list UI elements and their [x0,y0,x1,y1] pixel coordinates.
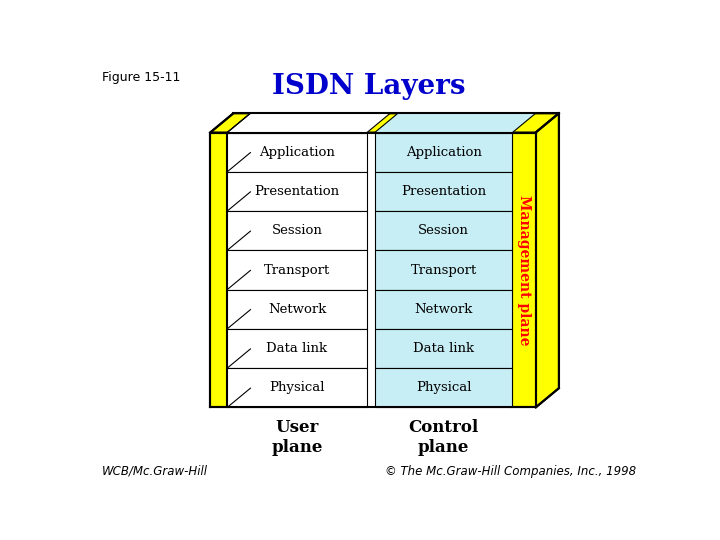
Text: Network: Network [414,303,473,316]
Polygon shape [228,113,390,132]
Polygon shape [228,309,251,368]
Text: ISDN Layers: ISDN Layers [272,73,466,100]
Bar [374,289,513,329]
Bar [228,368,367,408]
Text: Control
plane: Control plane [408,419,479,456]
Text: Session: Session [418,224,469,237]
Bar [210,132,228,408]
Text: WCB/Mc.Graw-Hill: WCB/Mc.Graw-Hill [102,465,207,478]
Text: Transport: Transport [410,264,477,276]
Text: Session: Session [271,224,323,237]
Bar [228,211,367,251]
Bar [228,132,367,172]
Polygon shape [228,192,251,251]
Bar [374,368,513,408]
Text: Application: Application [405,146,482,159]
Text: Physical: Physical [269,381,325,394]
Polygon shape [228,153,251,211]
Text: © The Mc.Graw-Hill Companies, Inc., 1998: © The Mc.Graw-Hill Companies, Inc., 1998 [385,465,636,478]
Polygon shape [228,349,251,408]
Text: Physical: Physical [415,381,472,394]
Bar [513,132,536,408]
Text: Presentation: Presentation [401,185,486,198]
Text: Application: Application [259,146,335,159]
Text: Management plane: Management plane [517,195,531,345]
Bar [228,289,367,329]
Text: Transport: Transport [264,264,330,276]
Text: Figure 15-11: Figure 15-11 [102,71,180,84]
Bar [228,251,367,289]
Polygon shape [228,271,251,329]
Polygon shape [374,113,536,132]
Bar [374,132,513,172]
Text: User
plane: User plane [271,419,323,456]
Polygon shape [210,113,559,132]
Bar [374,329,513,368]
Bar [374,172,513,211]
Text: Data link: Data link [266,342,328,355]
Polygon shape [228,231,251,289]
Bar [374,211,513,251]
Text: Presentation: Presentation [254,185,340,198]
Bar [228,329,367,368]
Bar [228,172,367,211]
Text: Network: Network [268,303,326,316]
Text: Data link: Data link [413,342,474,355]
Polygon shape [536,113,559,408]
Bar [374,251,513,289]
Polygon shape [228,113,251,172]
